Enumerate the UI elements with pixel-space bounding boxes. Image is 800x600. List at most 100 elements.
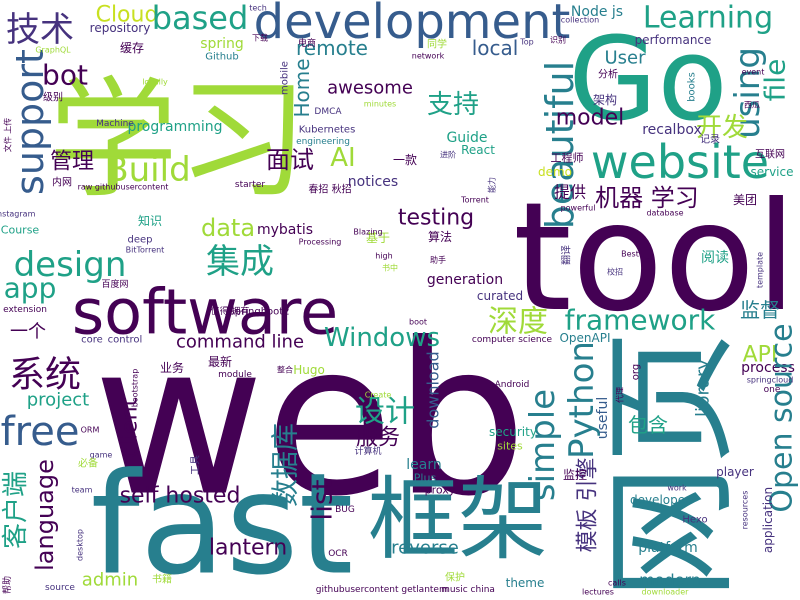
word: Node js <box>571 4 623 20</box>
word: template <box>756 252 765 288</box>
word: 集成 <box>206 242 274 282</box>
word: locally <box>142 78 168 87</box>
word: 必备 <box>78 457 98 470</box>
word: 业务 <box>160 360 184 375</box>
word: Springboot2 <box>228 307 289 318</box>
word: admin <box>82 570 138 591</box>
word: Windows <box>324 323 440 353</box>
word: team <box>72 486 93 495</box>
word: powerful <box>561 204 596 213</box>
word: downloader <box>642 588 690 597</box>
word: books <box>687 72 698 102</box>
word: 记录 <box>700 134 720 146</box>
word: 面试 <box>266 146 314 174</box>
word: OpenAPI <box>559 331 610 345</box>
word: 内网 <box>52 176 72 189</box>
word: modern <box>639 571 701 590</box>
word: Plus <box>414 472 437 485</box>
word: Android <box>495 380 530 390</box>
word: 缓存 <box>120 41 144 55</box>
word: computer science <box>472 335 553 345</box>
word: 识别 <box>550 36 566 45</box>
word: 机器 学习 <box>595 184 699 212</box>
word: raw githubusercontent <box>78 183 169 192</box>
word: Build <box>105 150 190 190</box>
word: 架构 <box>593 92 617 107</box>
word: 春招 秋招 <box>308 183 351 196</box>
word: Python <box>562 341 602 459</box>
word: 保护 <box>445 571 465 584</box>
word: Course <box>1 224 40 237</box>
word: one <box>764 385 781 395</box>
word: demo <box>538 165 572 179</box>
word: process <box>741 360 795 376</box>
word: Kubernetes <box>299 125 356 136</box>
word: BUG <box>335 505 355 515</box>
word: OCR <box>328 549 348 559</box>
word: 监控 <box>563 468 587 482</box>
word: work <box>667 484 687 493</box>
word: 分析 <box>598 68 618 81</box>
word: client <box>118 397 143 458</box>
word: extension <box>3 305 47 315</box>
word: generation <box>427 272 503 288</box>
word: 监督 <box>740 298 780 322</box>
word: 下载 <box>252 33 268 43</box>
word: Machine <box>96 119 134 129</box>
word: lantern <box>209 536 287 561</box>
word: based <box>152 0 249 37</box>
word: 知识 <box>138 214 162 228</box>
word: Hexo <box>682 515 707 526</box>
word: 支持 <box>427 90 479 120</box>
word: 一个 <box>10 322 46 343</box>
word: collection <box>561 16 599 25</box>
word: 互联网 <box>755 149 785 161</box>
word: 整合 <box>277 365 293 375</box>
word: Learning <box>643 1 773 36</box>
word: 技术 <box>6 10 74 50</box>
word: 校招 <box>607 267 623 277</box>
word: 框架 <box>368 468 548 573</box>
word: tech <box>249 4 267 13</box>
word: fast <box>91 444 354 600</box>
word: Blazing <box>353 228 382 237</box>
word: Top <box>519 38 534 47</box>
word: Github <box>205 52 238 63</box>
word: data <box>201 214 255 242</box>
word: Open source <box>765 323 800 512</box>
word: Cloud <box>96 3 159 28</box>
word: app <box>4 272 57 305</box>
word: springcloud <box>747 376 794 385</box>
word: lectures <box>582 588 614 597</box>
word: Torrent <box>460 196 489 205</box>
word: simple <box>523 389 563 501</box>
word: bot <box>42 59 88 92</box>
word: self hosted <box>120 484 241 509</box>
word: 包含 <box>628 413 668 437</box>
word: 能力 <box>487 177 497 193</box>
word: Best <box>621 250 639 259</box>
word: 开发 <box>696 113 748 143</box>
word: music china <box>441 585 495 595</box>
word: 学习 <box>48 64 308 216</box>
word: tool <box>513 171 797 345</box>
word: calls <box>608 579 626 588</box>
word: theme <box>506 576 545 590</box>
word: 帮助 <box>1 576 13 594</box>
word: 西瓜 <box>744 101 760 110</box>
word: AI <box>330 143 355 173</box>
word: high <box>375 252 392 261</box>
word: 美团 <box>733 193 757 207</box>
word: learn <box>406 457 441 473</box>
word: resources <box>741 491 750 530</box>
word: 书籍 <box>152 573 172 586</box>
word: starter <box>235 180 265 190</box>
word: 最新 <box>208 354 232 369</box>
word: minutes <box>364 100 396 109</box>
word: 工程师 <box>551 152 584 165</box>
word: 服务 <box>356 426 400 451</box>
word: 同学 <box>427 38 447 51</box>
word: Processing <box>299 238 342 247</box>
word: engineering <box>296 137 350 147</box>
